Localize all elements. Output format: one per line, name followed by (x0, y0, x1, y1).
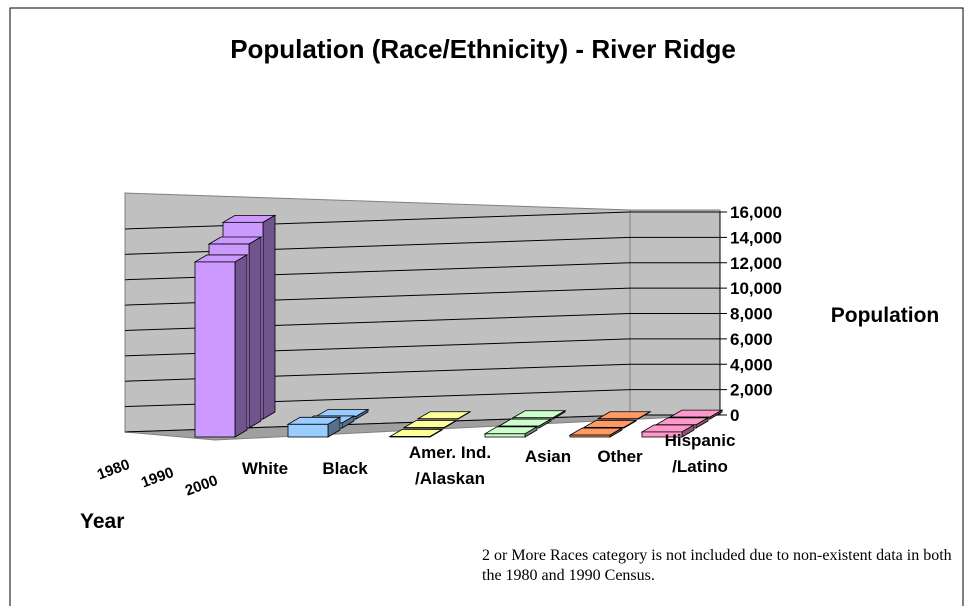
bar (569, 434, 611, 438)
side-wall (629, 209, 721, 416)
x-tick-label: Amer. Ind./Alaskan (409, 443, 491, 488)
bar (641, 431, 683, 438)
grid-line (124, 211, 720, 230)
grid-line (124, 338, 720, 357)
grid-line (124, 262, 720, 281)
x-tick-label: Other (597, 447, 643, 466)
grid-line (124, 389, 720, 408)
y-tick-label: 8,000 (730, 305, 773, 324)
depth-tick-label: 1980 (95, 456, 132, 483)
depth-tick-label: 1990 (139, 464, 176, 491)
grid-line (124, 236, 720, 255)
y-tick-label: 2,000 (730, 381, 773, 400)
x-tick-label: Hispanic/Latino (665, 431, 736, 476)
grid-line (124, 313, 720, 331)
y-tick-label: 4,000 (730, 355, 773, 374)
y-tick-label: 16,000 (730, 203, 782, 222)
grid-line (124, 363, 720, 382)
y-tick-label: 12,000 (730, 254, 782, 273)
bar (484, 433, 526, 438)
bar-side (262, 214, 276, 420)
grid-line (124, 287, 720, 306)
y-tick-label: 10,000 (730, 279, 782, 298)
y-tick-label: 14,000 (730, 228, 782, 247)
x-tick-label: Black (322, 459, 368, 478)
y-tick-label: 0 (730, 406, 739, 425)
y-axis-label: Population (831, 304, 940, 327)
bar (389, 436, 431, 438)
bar (287, 423, 329, 438)
bar-side (234, 254, 248, 438)
bar-side (248, 236, 262, 429)
bar (194, 261, 236, 438)
depth-tick-label: 2000 (183, 472, 220, 499)
chart-title: Population (Race/Ethnicity) - River Ridg… (230, 34, 736, 64)
depth-axis-label: Year (80, 510, 124, 533)
chart-frame (9, 7, 964, 606)
y-tick-label: 6,000 (730, 330, 773, 349)
note: 2 or More Races category is not included… (482, 547, 952, 584)
x-tick-label: Asian (525, 447, 571, 466)
x-tick-label: White (242, 459, 288, 478)
